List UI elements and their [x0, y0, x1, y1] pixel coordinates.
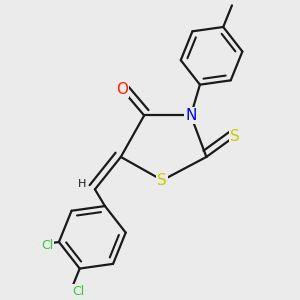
Text: Cl: Cl [41, 239, 54, 252]
Text: N: N [185, 108, 196, 123]
Text: S: S [230, 129, 240, 144]
Text: O: O [116, 82, 128, 97]
Text: S: S [158, 173, 167, 188]
Text: H: H [78, 179, 86, 189]
Text: Cl: Cl [72, 285, 84, 298]
